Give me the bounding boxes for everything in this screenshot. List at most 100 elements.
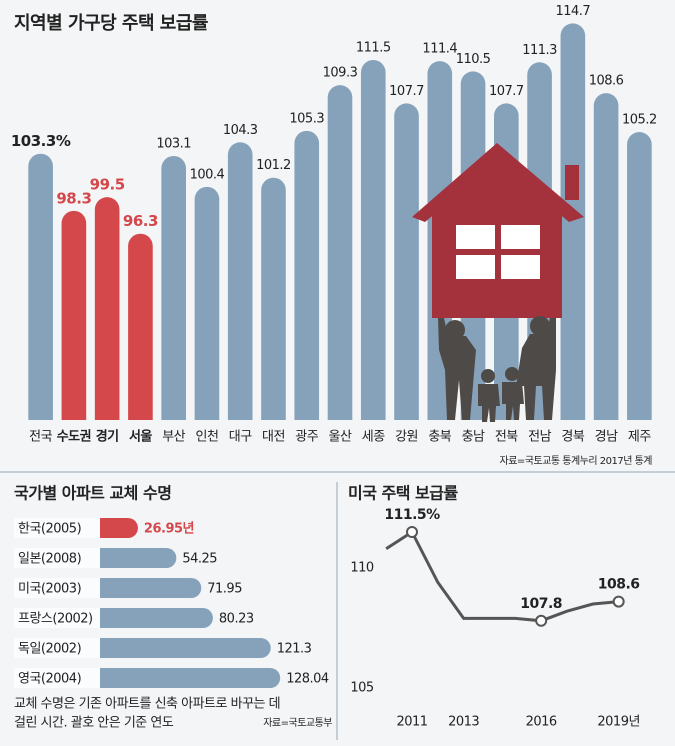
label-box <box>14 638 100 658</box>
line <box>385 529 619 623</box>
category-label: 경북 <box>561 430 584 445</box>
x-tick-label: 2019년 <box>597 715 640 730</box>
category-label: 울산 <box>329 430 352 445</box>
value-label: 99.5 <box>90 176 125 194</box>
category-label: 전국 <box>29 430 52 445</box>
bar <box>100 578 202 598</box>
bar <box>94 197 120 420</box>
point <box>406 526 418 538</box>
bar <box>194 186 220 420</box>
bar <box>100 638 271 658</box>
category-label: 세종 <box>362 430 385 445</box>
value-label: 104.3 <box>223 123 258 138</box>
chart-title: 국가별 아파트 교체 수명 <box>14 484 171 503</box>
chart-title: 지역별 가구당 주택 보급률 <box>14 13 208 34</box>
value-label: 107.8 <box>520 596 562 612</box>
chart-title: 미국 주택 보급률 <box>348 484 458 503</box>
value-label: 108.6 <box>598 577 640 593</box>
value-label: 107.7 <box>489 84 524 99</box>
value-label: 96.3 <box>123 212 158 230</box>
bar <box>100 608 213 628</box>
bar <box>294 130 320 420</box>
y-tick-label: 105 <box>350 681 374 696</box>
bar <box>261 177 286 420</box>
bar <box>360 59 386 420</box>
category-label: 부산 <box>162 430 185 445</box>
value-label: 108.6 <box>589 74 624 89</box>
value-label: 107.7 <box>389 84 424 99</box>
category-label: 인천 <box>195 430 218 445</box>
bar <box>161 156 186 421</box>
category-label: 광주 <box>295 430 318 445</box>
value-label: 121.3 <box>277 642 312 657</box>
category-label: 영국(2004) <box>18 672 81 687</box>
bar <box>100 668 281 688</box>
value-label: 111.3 <box>522 43 557 58</box>
value-label: 105.3 <box>289 111 324 126</box>
category-label: 전남 <box>528 430 551 445</box>
label-box <box>14 608 100 628</box>
category-label: 미국(2003) <box>18 582 81 597</box>
label-box <box>14 668 100 688</box>
x-tick-label: 2013 <box>448 715 479 730</box>
category-label: 서울 <box>129 429 152 445</box>
value-label: 111.5 <box>356 41 391 56</box>
value-label: 54.25 <box>182 552 217 567</box>
family-silhouette <box>438 316 556 422</box>
value-label: 105.2 <box>622 113 657 128</box>
y-tick-label: 110 <box>350 561 374 576</box>
value-label: 128.04 <box>286 672 329 687</box>
value-label: 100.4 <box>190 167 225 182</box>
category-label: 강원 <box>395 430 418 445</box>
value-label: 80.23 <box>219 612 254 627</box>
value-label: 111.4 <box>422 42 457 57</box>
category-label: 독일(2002) <box>18 642 81 657</box>
regional-chart: 103.3% 전국 98.3 수도권 99.5 경기 96.3 서울 103.1 부산 100.4 인… <box>11 4 657 467</box>
source: 자료=국토교통 통계누리 2017년 통계 <box>500 455 653 467</box>
source: 자료=국토교통부 <box>263 717 332 729</box>
value-label: 101.2 <box>256 158 291 173</box>
bar <box>227 142 253 420</box>
bar <box>100 518 138 538</box>
category-label: 전북 <box>495 430 518 445</box>
value-label: 98.3 <box>56 189 91 207</box>
bar <box>627 132 652 420</box>
label-box <box>14 578 100 598</box>
bar <box>593 93 619 420</box>
bar <box>100 548 177 568</box>
category-label: 제주 <box>628 430 651 445</box>
category-label: 경기 <box>96 429 119 445</box>
value-label: 103.1 <box>156 137 191 152</box>
value-label: 114.7 <box>555 4 590 19</box>
category-label: 충남 <box>462 430 485 445</box>
value-label: 111.5% <box>384 507 440 523</box>
category-label: 대구 <box>229 430 252 445</box>
value-label: 71.95 <box>207 582 242 597</box>
bar <box>28 153 53 420</box>
bar <box>61 210 87 420</box>
category-label: 한국(2005) <box>18 522 81 537</box>
x-tick-label: 2016 <box>526 715 557 730</box>
point <box>612 595 625 608</box>
label-box <box>14 548 100 568</box>
point <box>535 614 548 627</box>
house-illustration <box>412 143 584 318</box>
label-box <box>14 518 100 538</box>
value-label: 26.95년 <box>144 522 194 537</box>
bar <box>327 85 353 420</box>
category-label: 수도권 <box>57 430 91 445</box>
value-label: 110.5 <box>456 52 491 67</box>
category-label: 충북 <box>428 430 451 445</box>
category-label: 일본(2008) <box>18 552 81 567</box>
value-label: 103.3% <box>11 132 71 150</box>
bar <box>394 103 419 420</box>
note: 걸린 시간. 괄호 안은 기준 연도 <box>14 716 174 731</box>
bar <box>560 23 586 421</box>
value-label: 109.3 <box>323 66 358 81</box>
category-label: 대전 <box>262 430 285 445</box>
bar <box>128 233 153 420</box>
category-label: 경남 <box>595 430 618 445</box>
category-label: 프랑스(2002) <box>18 612 93 627</box>
